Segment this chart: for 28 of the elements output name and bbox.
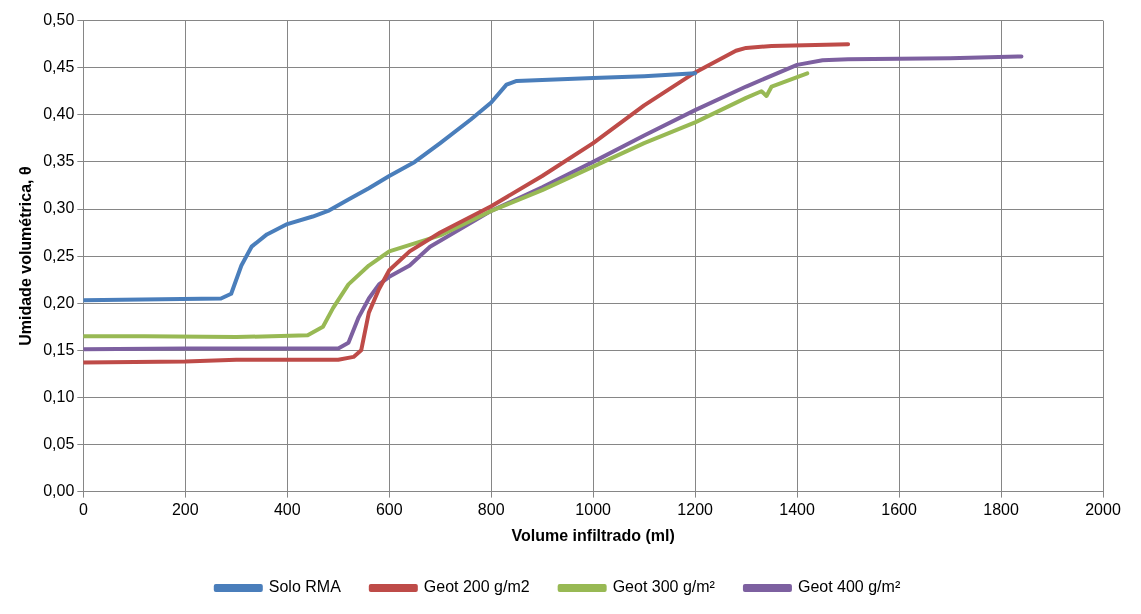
y-tick-label: 0,40	[43, 105, 75, 123]
x-tick-label: 600	[375, 500, 403, 518]
legend-label: Geot 300 g/m²	[612, 578, 716, 596]
y-tick-label: 0,45	[43, 58, 75, 76]
y-tick-label: 0,10	[43, 387, 75, 405]
x-tick-label: 0	[78, 500, 88, 518]
x-tick-label: 1200	[677, 500, 714, 518]
y-tick-label: 0,15	[43, 340, 75, 358]
y-tick-label: 0,30	[43, 199, 75, 217]
y-tick-label: 0,20	[43, 293, 75, 311]
legend-label: Geot 200 g/m2	[423, 578, 530, 596]
x-tick-label: 800	[477, 500, 505, 518]
x-tick-label: 1000	[575, 500, 612, 518]
x-tick-label: 200	[171, 500, 199, 518]
y-tick-label: 0,00	[43, 482, 75, 500]
x-tick-label: 1400	[779, 500, 815, 518]
x-tick-label: 1600	[881, 500, 917, 518]
x-axis-title: Volume infiltrado (ml)	[511, 526, 675, 544]
y-tick-label: 0,05	[43, 434, 75, 452]
x-tick-label: 2000	[1085, 500, 1121, 518]
x-tick-label: 1800	[983, 500, 1019, 518]
y-tick-label: 0,35	[43, 152, 75, 170]
y-tick-label: 0,50	[43, 11, 75, 29]
legend-label: Solo RMA	[268, 578, 342, 596]
legend-label: Geot 400 g/m²	[797, 578, 901, 596]
y-axis-title: Umidade volumétrica, θ	[17, 166, 35, 346]
y-tick-label: 0,25	[43, 246, 75, 264]
x-tick-label: 400	[273, 500, 301, 518]
